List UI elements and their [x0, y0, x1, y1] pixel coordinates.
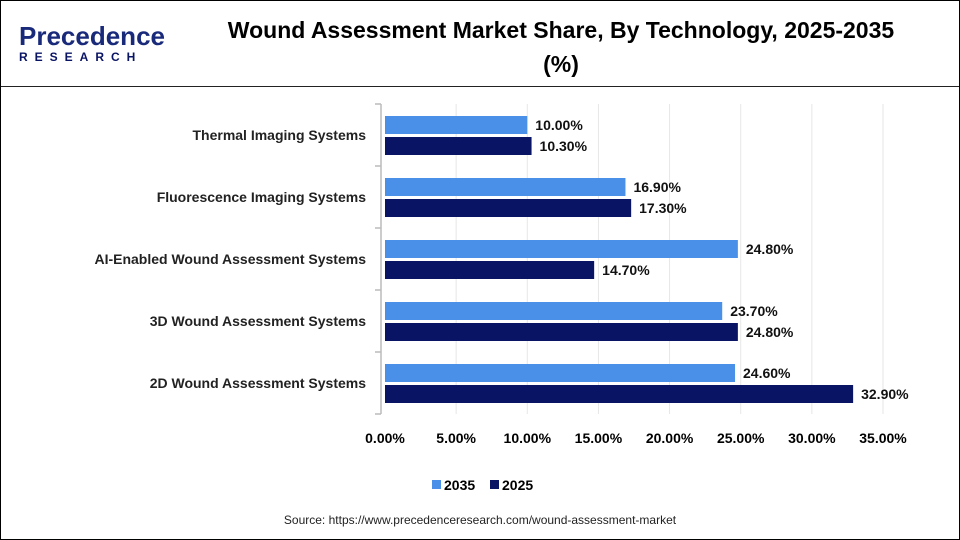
legend-label: 2025 [502, 477, 533, 493]
data-label: 24.60% [743, 365, 791, 381]
logo-subtext: RESEARCH [19, 50, 143, 64]
x-tick-label: 25.00% [717, 430, 765, 446]
data-label: 10.00% [535, 117, 583, 133]
x-tick-label: 30.00% [788, 430, 836, 446]
source-text: Source: https://www.precedenceresearch.c… [283, 513, 677, 527]
header-divider [1, 86, 959, 87]
bar-2035 [385, 178, 626, 196]
bar-2035 [385, 240, 738, 258]
legend-swatch [432, 480, 441, 489]
logo: Precedence RESEARCH [19, 23, 165, 65]
x-tick-label: 0.00% [365, 430, 405, 446]
bar-2035 [385, 364, 736, 382]
data-label: 16.90% [633, 179, 681, 195]
x-tick-label: 10.00% [504, 430, 552, 446]
bar-2025 [385, 323, 738, 341]
data-label: 10.30% [540, 138, 588, 154]
bar-2025 [385, 385, 854, 403]
data-label: 14.70% [602, 262, 650, 278]
x-tick-label: 5.00% [436, 430, 476, 446]
x-tick-label: 15.00% [575, 430, 623, 446]
category-label: 2D Wound Assessment Systems [150, 375, 367, 391]
data-label: 17.30% [639, 200, 687, 216]
data-label: 24.80% [746, 241, 794, 257]
logo-text: Precedence [19, 21, 165, 51]
data-label: 23.70% [730, 303, 778, 319]
chart-title: Wound Assessment Market Share, By Techno… [227, 17, 895, 77]
category-label: Thermal Imaging Systems [192, 127, 366, 143]
category-label: AI-Enabled Wound Assessment Systems [94, 251, 366, 267]
bar-2035 [385, 116, 528, 134]
bar-2035 [385, 302, 723, 320]
data-label: 32.90% [861, 386, 909, 402]
bar-2025 [385, 261, 595, 279]
data-label: 24.80% [746, 324, 794, 340]
legend-label: 2035 [444, 477, 475, 493]
category-label: 3D Wound Assessment Systems [150, 313, 367, 329]
bar-2025 [385, 137, 532, 155]
category-label: Fluorescence Imaging Systems [157, 189, 367, 205]
x-tick-label: 35.00% [859, 430, 907, 446]
x-tick-label: 20.00% [646, 430, 694, 446]
bar-2025 [385, 199, 632, 217]
legend-swatch [490, 480, 499, 489]
